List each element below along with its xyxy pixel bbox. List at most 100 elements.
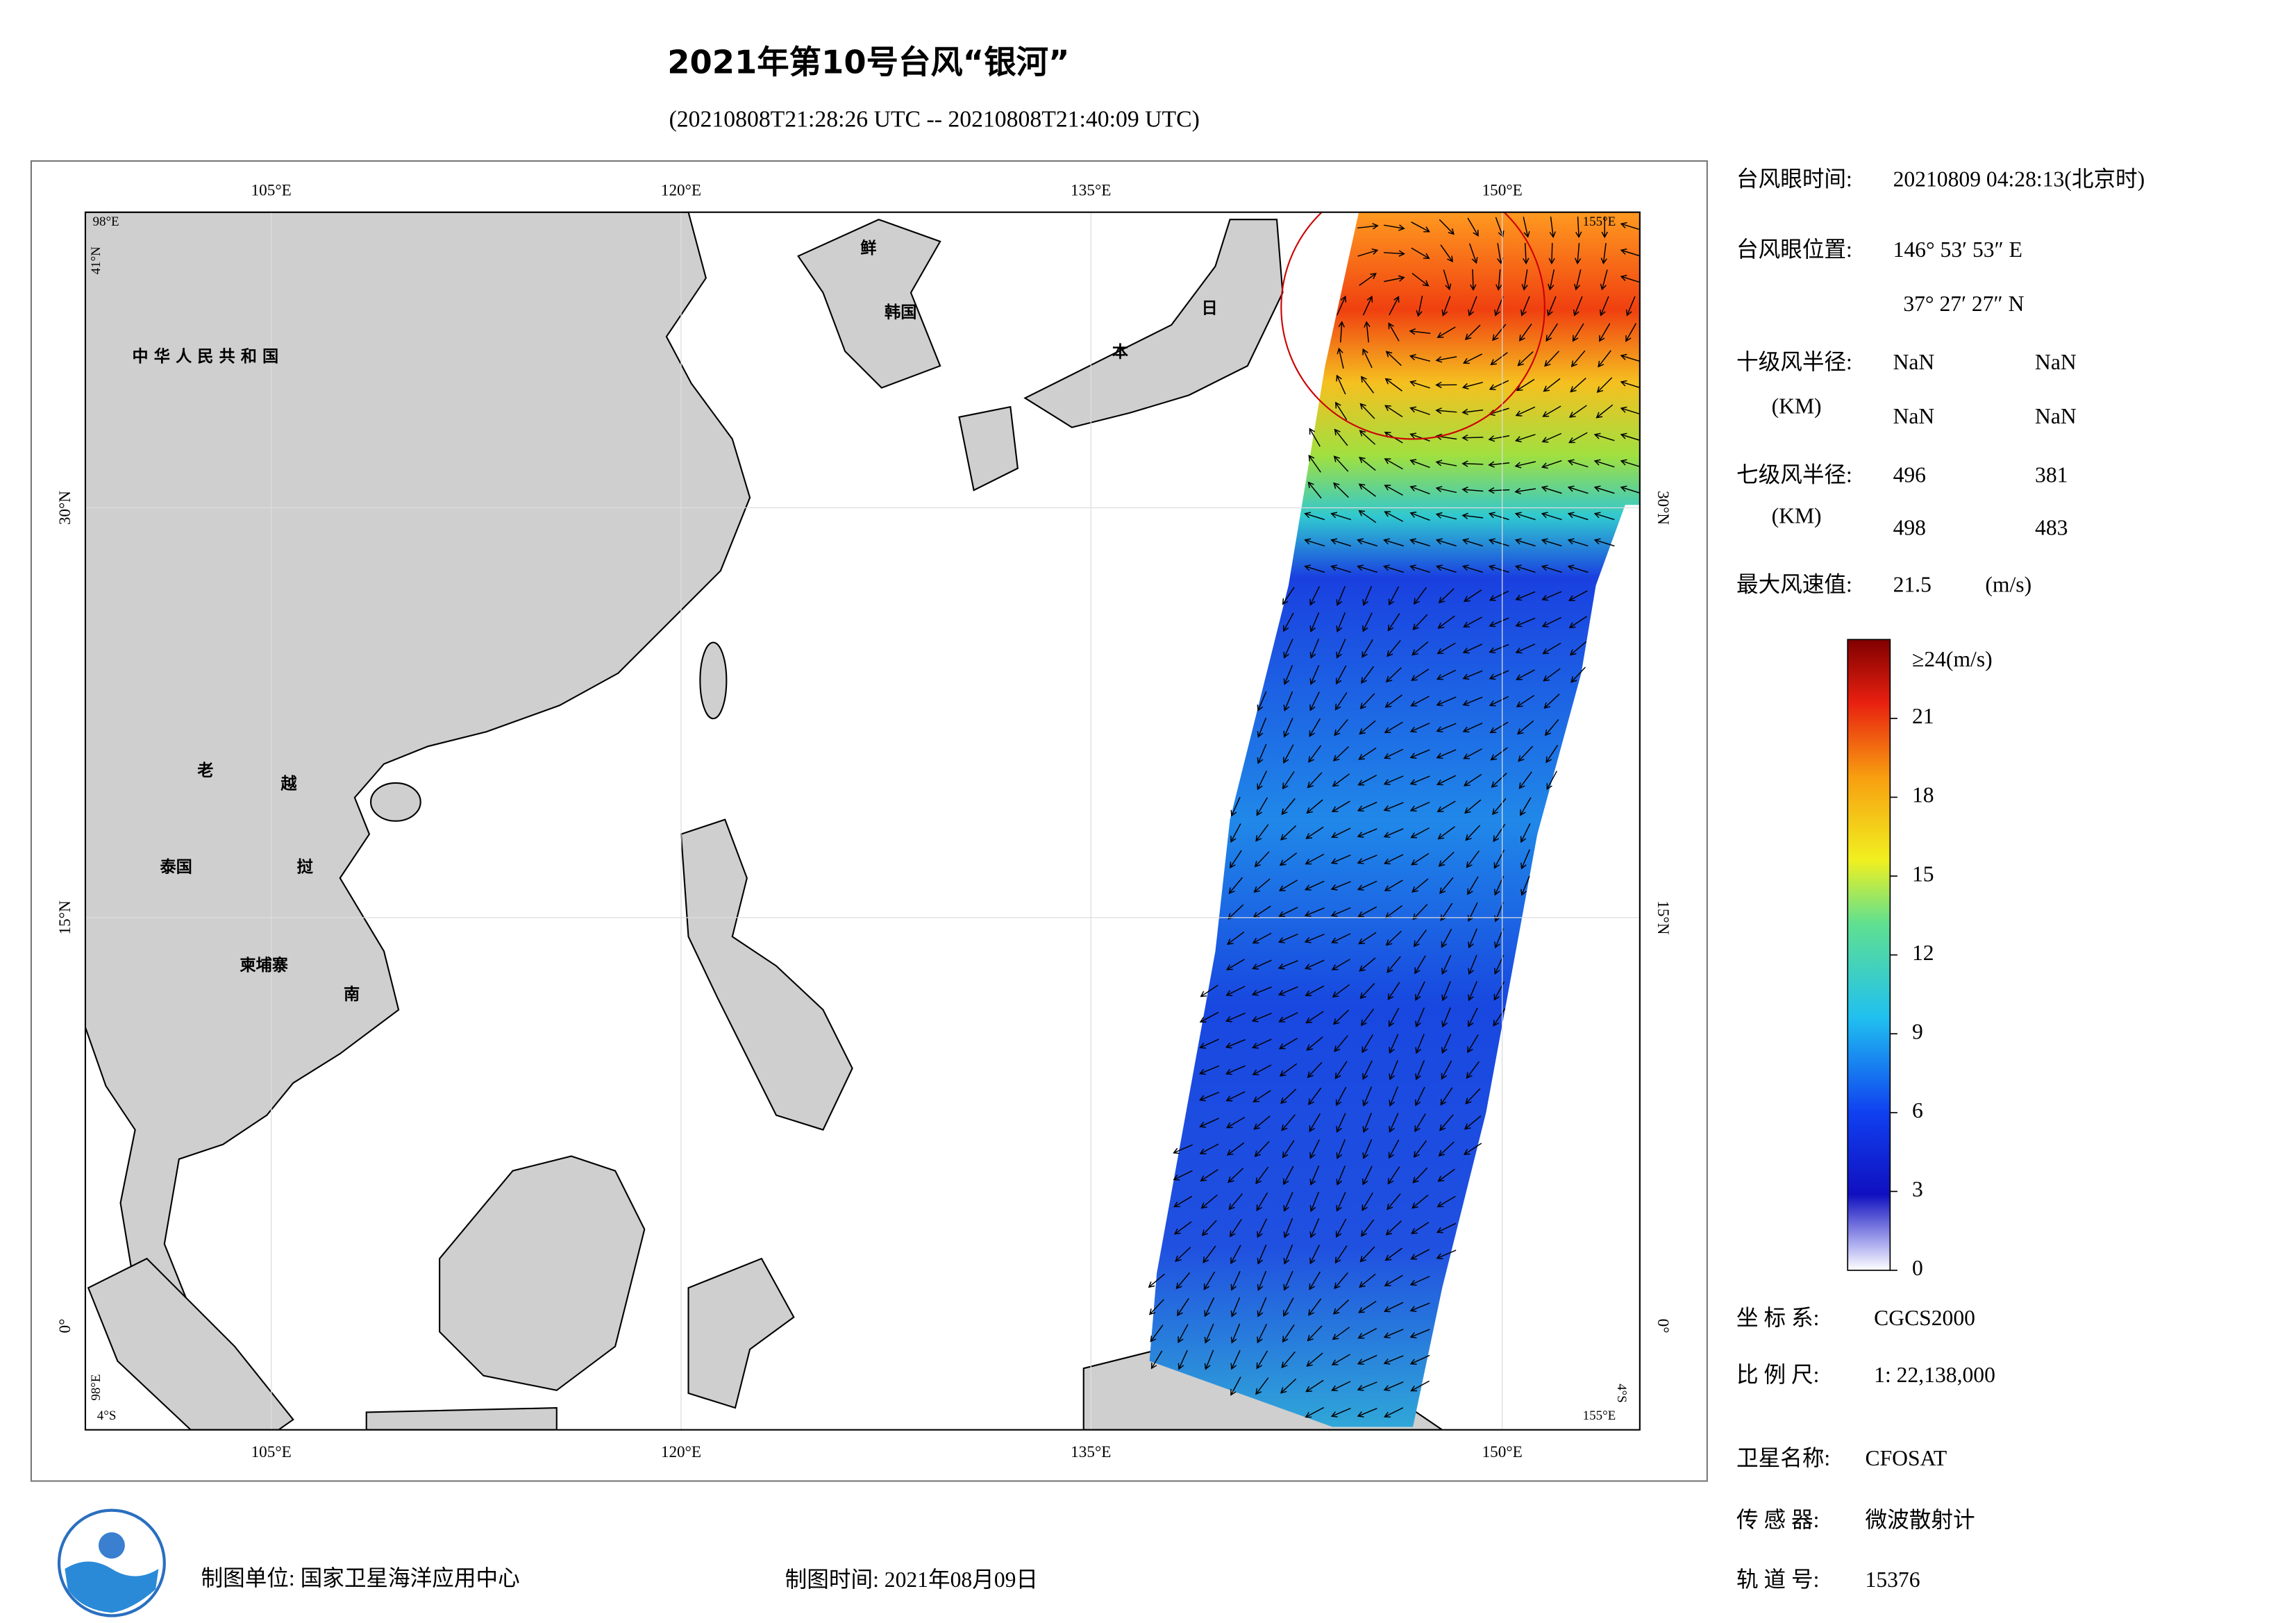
wind-arrow — [1254, 1141, 1270, 1157]
wind-arrow — [1518, 746, 1534, 762]
wind-arrow — [1409, 749, 1430, 759]
wind-arrows — [1148, 216, 1640, 1418]
wind-arrow — [1463, 773, 1482, 787]
wind-arrow — [1599, 296, 1609, 317]
wind-arrow — [1305, 1379, 1324, 1393]
wind-arrow — [1437, 826, 1455, 840]
wind-arrow — [1283, 1270, 1293, 1291]
meta-panel: 坐 标 系: CGCS2000 比 例 尺: 1: 22,138,000 卫星名… — [1736, 1306, 1995, 1592]
info-value: NaN — [1893, 404, 1935, 428]
lat-label: 15°N — [1654, 900, 1672, 934]
colorbar-tick-label: 21 — [1912, 704, 1934, 728]
wind-arrow — [1541, 616, 1561, 628]
wind-arrow — [1358, 747, 1377, 760]
wind-arrow — [1620, 485, 1640, 494]
wind-arrow — [1620, 459, 1640, 467]
wind-arrow — [1489, 590, 1509, 601]
wind-arrow — [1413, 587, 1427, 605]
wind-arrow — [1336, 347, 1344, 369]
wind-arrow — [1331, 827, 1351, 839]
wind-arrow — [1257, 1270, 1267, 1291]
wind-arrow — [1386, 640, 1401, 657]
wind-arrow — [1568, 590, 1588, 601]
wind-arrow — [1598, 350, 1611, 368]
info-panel: 台风眼时间: 20210809 04:28:13(北京时) 台风眼位置: 146… — [1736, 167, 2145, 597]
place-label: 老 — [196, 762, 213, 780]
colorbar-tick-label: 18 — [1912, 783, 1934, 807]
wind-arrow — [1409, 1354, 1430, 1365]
wind-arrow — [1204, 1349, 1214, 1370]
wind-arrow — [1333, 482, 1349, 498]
wind-arrow — [1360, 1219, 1375, 1237]
wind-arrow — [1389, 1086, 1398, 1107]
land-sumatra — [87, 1257, 294, 1430]
corner-label: 155°E — [1583, 1408, 1616, 1423]
wind-arrow — [1304, 880, 1325, 891]
wind-arrow — [1281, 798, 1296, 816]
wind-arrow — [1199, 1143, 1219, 1154]
info-label: 台风眼位置: — [1736, 237, 1852, 262]
wind-arrow — [1338, 321, 1345, 343]
wind-arrow — [1203, 1245, 1216, 1263]
wind-arrow — [1520, 797, 1532, 816]
wind-arrow — [1280, 825, 1297, 841]
lat-label: 0° — [1654, 1319, 1672, 1334]
wind-arrow — [1177, 1297, 1189, 1317]
place-label: 韩国 — [885, 303, 916, 322]
wind-arrow — [1462, 670, 1483, 680]
colorbar-tick-label: 0 — [1912, 1256, 1923, 1280]
wind-arrow — [1309, 1166, 1320, 1186]
meta-value: 15376 — [1866, 1567, 1920, 1592]
wind-arrow — [1359, 1273, 1376, 1288]
info-value: 21.5 — [1893, 573, 1932, 597]
wind-arrow — [1334, 1061, 1348, 1079]
wind-arrow — [1514, 461, 1536, 469]
wind-arrow — [1593, 512, 1615, 521]
wind-arrow — [1383, 1355, 1404, 1365]
wind-arrow — [1495, 217, 1505, 238]
wind-arrow — [1441, 955, 1452, 975]
wind-arrow — [1436, 642, 1456, 655]
wind-arrow — [1462, 723, 1483, 733]
wind-arrow — [1568, 616, 1588, 628]
wind-arrow — [1436, 1222, 1457, 1234]
info-label: 最大风速值: — [1736, 573, 1852, 597]
wind-arrow — [1438, 588, 1455, 604]
wind-arrow — [1278, 1037, 1298, 1050]
wind-arrow — [1467, 1034, 1479, 1054]
wind-arrow — [1523, 242, 1530, 264]
wind-arrow — [1593, 459, 1615, 468]
info-value: 483 — [2035, 515, 2068, 539]
meta-label: 卫星名称: — [1736, 1446, 1830, 1470]
lon-label: 120°E — [661, 182, 701, 200]
wind-arrow — [1489, 721, 1509, 734]
wind-arrow — [1436, 326, 1456, 338]
place-label: 鲜 — [860, 239, 876, 258]
info-value: 37° 27′ 27″ N — [1903, 292, 2024, 316]
wind-arrow — [1441, 928, 1452, 948]
lon-label: 135°E — [1071, 1443, 1111, 1461]
wind-arrow — [1308, 1087, 1322, 1106]
wind-arrow — [1439, 877, 1454, 894]
wind-arrow — [1278, 880, 1298, 891]
wind-arrow — [1409, 459, 1430, 469]
wind-arrow — [1307, 1325, 1323, 1342]
wind-arrow — [1384, 405, 1403, 418]
wind-arrow — [1546, 771, 1557, 791]
wind-arrow — [1541, 564, 1562, 573]
wind-arrow — [1309, 638, 1320, 659]
wind-arrow — [1411, 878, 1429, 893]
wind-arrow — [1414, 955, 1426, 975]
wind-arrow — [1361, 639, 1373, 658]
wind-arrow — [1278, 1012, 1298, 1023]
wind-arrow — [1463, 616, 1482, 628]
wind-arrow — [1437, 615, 1455, 629]
wind-arrow — [1304, 934, 1325, 943]
wind-arrow — [1435, 486, 1457, 494]
wind-arrow — [1490, 352, 1508, 366]
lon-label: 135°E — [1071, 182, 1111, 200]
wind-arrow — [1283, 1297, 1294, 1317]
wind-arrow — [1309, 1191, 1320, 1212]
wind-arrow — [1359, 983, 1375, 1000]
